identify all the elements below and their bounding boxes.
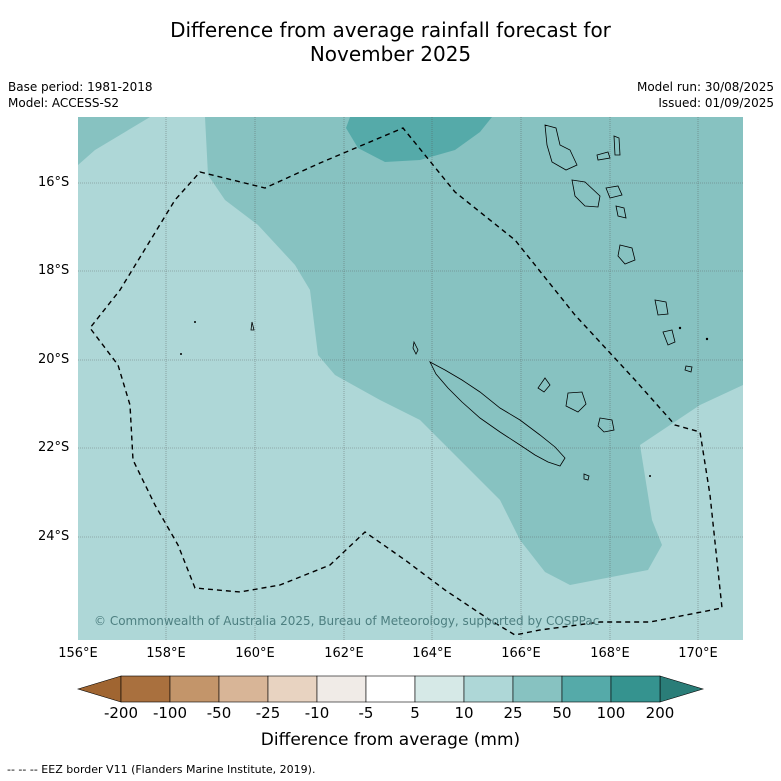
island-bellona (180, 353, 182, 355)
lat-label-24s: 24°S (38, 529, 70, 544)
gridlines (78, 117, 743, 640)
colorbar-tick-label: 25 (503, 704, 523, 722)
colorbar-segment (463, 675, 514, 703)
colorbar-tick-label: -25 (255, 704, 281, 722)
island-espiritu-santo (544, 124, 578, 171)
colorbar-segment (267, 675, 318, 703)
lat-label-20s: 20°S (38, 352, 70, 367)
eez-border (89, 127, 723, 636)
base-period: Base period: 1981-2018 (8, 80, 153, 94)
island-erromango (654, 299, 669, 316)
lat-label-16s: 16°S (38, 175, 70, 190)
colorbar-tick-label: -5 (358, 704, 374, 722)
island-matthew (649, 475, 651, 477)
colorbar-segment (365, 675, 416, 703)
colorbar-segment (169, 675, 220, 703)
island-ouvea (537, 377, 551, 393)
model-run: Model run: 30/08/2025 (636, 80, 774, 94)
title-line1: Difference from average rainfall forecas… (170, 18, 611, 42)
island-malakula (571, 179, 601, 208)
colorbar-tick-label: 10 (454, 704, 474, 722)
colorbar-tick-label: 5 (410, 704, 420, 722)
island-pines (583, 473, 590, 481)
model-name: Model: ACCESS-S2 (8, 96, 120, 110)
colorbar-tick-label: 200 (645, 704, 675, 722)
island-lifou (565, 391, 587, 413)
colorbar-segment (218, 675, 269, 703)
colorbar-tick-label: -10 (304, 704, 330, 722)
eez-legend-footer: -- -- -- EEZ border V11 (Flanders Marine… (7, 763, 316, 776)
island-epi (615, 205, 627, 219)
colorbar-segment (414, 675, 465, 703)
island-tanna (662, 329, 676, 346)
lon-label-162e: 162°E (324, 646, 364, 661)
island-grande-terre (429, 361, 566, 467)
lat-label-22s: 22°S (38, 440, 70, 455)
lon-label-170e: 170°E (678, 646, 718, 661)
lon-label-158e: 158°E (146, 646, 186, 661)
meta-right: Model run: 30/08/2025 Issued: 01/09/2025 (637, 79, 774, 111)
island-belep (412, 340, 419, 355)
island-futuna (678, 326, 682, 330)
island-small-west (250, 321, 255, 331)
colorbar-segment (316, 675, 367, 703)
island-ambrym (605, 185, 623, 199)
lon-label-168e: 168°E (590, 646, 630, 661)
lon-label-156e: 156°E (58, 646, 98, 661)
island-aniwa (705, 337, 709, 341)
colorbar (76, 675, 705, 703)
lon-label-164e: 164°E (412, 646, 452, 661)
lon-label-160e: 160°E (235, 646, 275, 661)
colorbar-extend-high (659, 675, 705, 703)
colorbar-tick-label: 100 (596, 704, 626, 722)
colorbar-tick-label: -200 (103, 704, 139, 722)
colorbar-segment (561, 675, 612, 703)
island-aneityum (684, 365, 693, 373)
meta-left: Base period: 1981-2018 Model: ACCESS-S2 (8, 79, 153, 111)
colorbar-segment (120, 675, 171, 703)
colorbar-segment (512, 675, 563, 703)
lat-label-18s: 18°S (38, 263, 70, 278)
island-efate (617, 244, 636, 265)
colorbar-extend-low (76, 675, 122, 703)
contour-25-50 (78, 117, 743, 585)
colorbar-title: Difference from average (mm) (260, 730, 521, 750)
island-mare (597, 417, 615, 433)
map-title: Difference from average rainfall forecas… (0, 18, 781, 66)
island-pentecost (613, 135, 621, 156)
title-line2: November 2025 (309, 42, 472, 66)
colorbar-tick-label: -100 (152, 704, 188, 722)
lon-label-166e: 166°E (501, 646, 541, 661)
island-ambae (596, 151, 611, 161)
island-chesterfield (194, 321, 196, 323)
colorbar-tick-label: -50 (206, 704, 232, 722)
contour-50-100 (346, 117, 492, 162)
colorbar-segment (610, 675, 661, 703)
colorbar-tick-label: 50 (552, 704, 572, 722)
issued-date: Issued: 01/09/2025 (658, 96, 774, 110)
copyright-notice: © Commonwealth of Australia 2025, Bureau… (94, 614, 600, 628)
